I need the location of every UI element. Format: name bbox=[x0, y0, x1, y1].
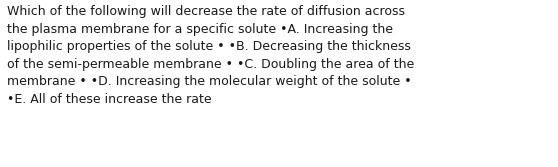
Text: Which of the following will decrease the rate of diffusion across
the plasma mem: Which of the following will decrease the… bbox=[7, 5, 414, 106]
